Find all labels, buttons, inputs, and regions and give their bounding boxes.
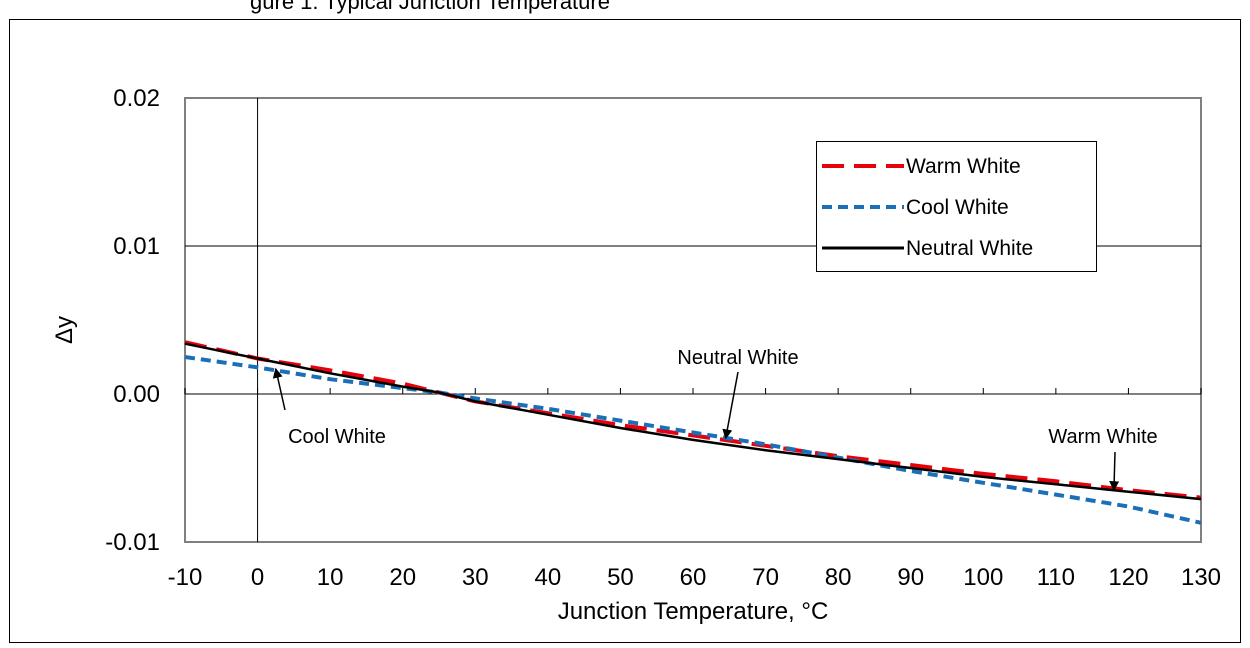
annotation-label-warm-white: Warm White (1048, 426, 1157, 448)
x-tick-label: 70 (752, 564, 779, 591)
series-layer (184, 340, 1202, 525)
x-tick-label: 90 (897, 564, 924, 591)
x-tick-label: 60 (680, 564, 707, 591)
annotation-label-cool-white: Cool White (288, 426, 386, 448)
x-tick-label: 110 (1037, 564, 1075, 591)
x-axis-title: Junction Temperature, °C (558, 598, 829, 625)
legend-label-neutral-white: Neutral White (906, 237, 1033, 260)
legend: Warm White Cool White Neutral White (816, 141, 1097, 272)
y-axis-title: Δy (51, 316, 78, 344)
y-tick-label: 0.01 (113, 233, 160, 260)
annotation-arrow-cool-white (272, 367, 286, 411)
x-tick-label: -10 (168, 564, 203, 591)
x-tick-label: 100 (963, 564, 1003, 591)
y-tick-label: 0.02 (113, 85, 160, 112)
legend-label-cool-white: Cool White (906, 196, 1009, 219)
x-tick-label: 120 (1108, 564, 1148, 591)
y-tick-label: -0.01 (105, 529, 160, 556)
series-line-warm-white (184, 340, 1202, 500)
x-tick-label: 0 (251, 564, 264, 591)
annotation-label-neutral-white: Neutral White (677, 347, 798, 369)
annotation-layer: Cool White Neutral White Warm White (272, 347, 1158, 492)
axis-layer: -10 0 10 20 30 40 50 60 70 80 90 100 110 120 130 -0.01 0… (105, 85, 1221, 591)
x-tick-label: 50 (607, 564, 634, 591)
y-tick-label: 0.00 (113, 381, 160, 408)
series-line-cool-white (184, 355, 1202, 525)
legend-label-warm-white: Warm White (906, 155, 1021, 178)
clipped-title-text: gure 1: Typical Junction Temperature (250, 0, 610, 14)
x-tick-label: 40 (535, 564, 562, 591)
series-line-neutral-white (184, 342, 1202, 501)
annotation-arrow-warm-white (1109, 451, 1120, 492)
x-tick-label: 80 (825, 564, 852, 591)
x-tick-label: 30 (462, 564, 489, 591)
annotation-arrow-neutral-white (722, 371, 739, 440)
x-tick-label: 20 (389, 564, 416, 591)
x-tick-label: 10 (317, 564, 344, 591)
x-tick-label: 130 (1181, 564, 1221, 591)
